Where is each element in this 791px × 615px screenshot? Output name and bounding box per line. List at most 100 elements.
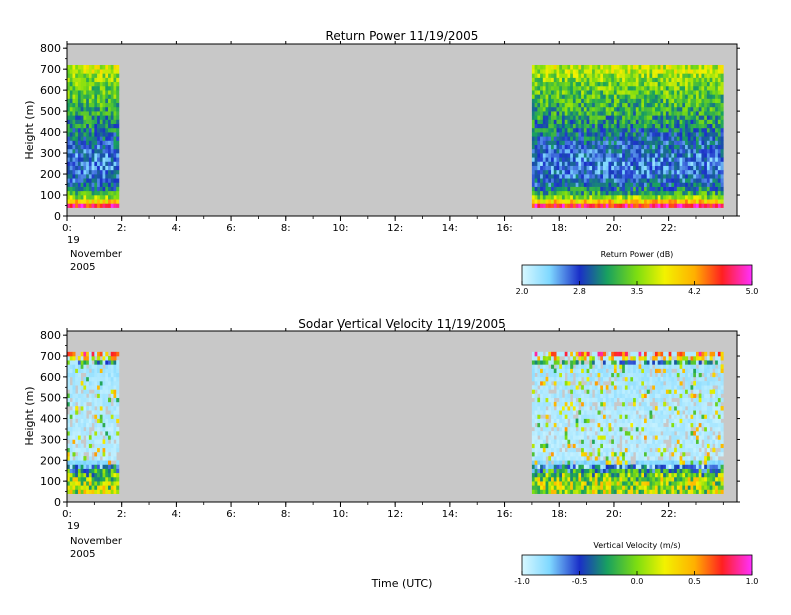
heatmap-cell xyxy=(103,406,106,410)
heatmap-cell xyxy=(636,389,639,393)
heatmap-cell xyxy=(614,473,617,477)
heatmap-cell xyxy=(625,86,628,91)
heatmap-cell xyxy=(532,410,535,414)
heatmap-cell xyxy=(94,473,97,477)
heatmap-cell xyxy=(546,65,549,70)
heatmap-cell xyxy=(721,182,724,187)
heatmap-cell xyxy=(595,90,598,95)
heatmap-cell xyxy=(113,364,116,368)
heatmap-cell xyxy=(619,485,622,489)
heatmap-cell xyxy=(570,464,573,468)
heatmap-cell xyxy=(89,485,92,489)
heatmap-cell xyxy=(611,90,614,95)
heatmap-cell xyxy=(562,435,565,439)
heatmap-cell xyxy=(72,435,75,439)
heatmap-cell xyxy=(655,157,658,162)
heatmap-cell xyxy=(644,86,647,91)
heatmap-cell xyxy=(644,356,647,360)
heatmap-cell xyxy=(611,69,614,74)
heatmap-cell xyxy=(652,73,655,78)
heatmap-cell xyxy=(103,402,106,406)
heatmap-cell xyxy=(113,469,116,473)
heatmap-cell xyxy=(100,136,103,141)
heatmap-cell xyxy=(103,203,106,208)
heatmap-cell xyxy=(649,99,652,104)
heatmap-cell xyxy=(78,73,81,78)
heatmap-cell xyxy=(636,203,639,208)
heatmap-cell xyxy=(94,489,97,493)
heatmap-cell xyxy=(565,145,568,150)
heatmap-cell xyxy=(707,73,710,78)
heatmap-cell xyxy=(83,402,86,406)
heatmap-cell xyxy=(557,439,560,443)
heatmap-cell xyxy=(718,187,721,192)
heatmap-cell xyxy=(100,170,103,175)
heatmap-cell xyxy=(614,124,617,128)
heatmap-cell xyxy=(619,469,622,473)
heatmap-cell xyxy=(619,94,622,99)
heatmap-cell xyxy=(669,99,672,104)
heatmap-cell xyxy=(710,166,713,171)
heatmap-cell xyxy=(614,389,617,393)
heatmap-cell xyxy=(94,65,97,70)
heatmap-cell xyxy=(532,414,535,418)
heatmap-cell xyxy=(86,485,89,489)
heatmap-cell xyxy=(92,473,95,477)
heatmap-cell xyxy=(94,136,97,141)
heatmap-cell xyxy=(608,452,611,456)
heatmap-cell xyxy=(70,115,73,120)
heatmap-cell xyxy=(562,373,565,377)
heatmap-cell xyxy=(680,191,683,196)
heatmap-cell xyxy=(532,477,535,481)
heatmap-cell xyxy=(532,489,535,493)
heatmap-cell xyxy=(81,174,84,179)
heatmap-cell xyxy=(707,65,710,70)
heatmap-cell xyxy=(554,431,557,435)
heatmap-cell xyxy=(557,132,560,137)
heatmap-cell xyxy=(721,73,724,78)
heatmap-cell xyxy=(576,107,579,112)
heatmap-cell xyxy=(633,140,636,145)
heatmap-cell xyxy=(548,373,551,377)
heatmap-cell xyxy=(554,145,557,150)
heatmap-cell xyxy=(111,86,114,91)
heatmap-cell xyxy=(92,187,95,192)
heatmap-cell xyxy=(630,489,633,493)
heatmap-cell xyxy=(546,120,549,125)
heatmap-cell xyxy=(551,182,554,187)
heatmap-cell xyxy=(691,149,694,154)
heatmap-cell xyxy=(565,398,568,402)
heatmap-cell xyxy=(75,406,78,410)
heatmap-cell xyxy=(636,103,639,108)
heatmap-cell xyxy=(578,178,581,183)
heatmap-cell xyxy=(581,199,584,204)
heatmap-cell xyxy=(562,132,565,137)
heatmap-cell xyxy=(540,385,543,389)
heatmap-cell xyxy=(587,128,590,132)
heatmap-cell xyxy=(70,124,73,128)
heatmap-cell xyxy=(598,65,601,70)
heatmap-cell xyxy=(78,402,81,406)
heatmap-cell xyxy=(70,94,73,99)
heatmap-cell xyxy=(628,191,631,196)
heatmap-cell xyxy=(688,161,691,166)
heatmap-cell xyxy=(548,460,551,464)
heatmap-cell xyxy=(105,149,108,154)
heatmap-cell xyxy=(83,140,86,145)
heatmap-cell xyxy=(546,477,549,481)
heatmap-cell xyxy=(72,402,75,406)
heatmap-cell xyxy=(619,170,622,175)
heatmap-cell xyxy=(707,149,710,154)
heatmap-cell xyxy=(81,423,84,427)
heatmap-cell xyxy=(600,111,603,116)
heatmap-cell xyxy=(86,94,89,99)
heatmap-cell xyxy=(639,86,642,91)
heatmap-cell xyxy=(600,439,603,443)
heatmap-cell xyxy=(649,161,652,166)
heatmap-cell xyxy=(559,94,562,99)
heatmap-cell xyxy=(639,489,642,493)
heatmap-cell xyxy=(548,444,551,448)
heatmap-cell xyxy=(647,191,650,196)
heatmap-cell xyxy=(581,385,584,389)
heatmap-cell xyxy=(573,187,576,192)
